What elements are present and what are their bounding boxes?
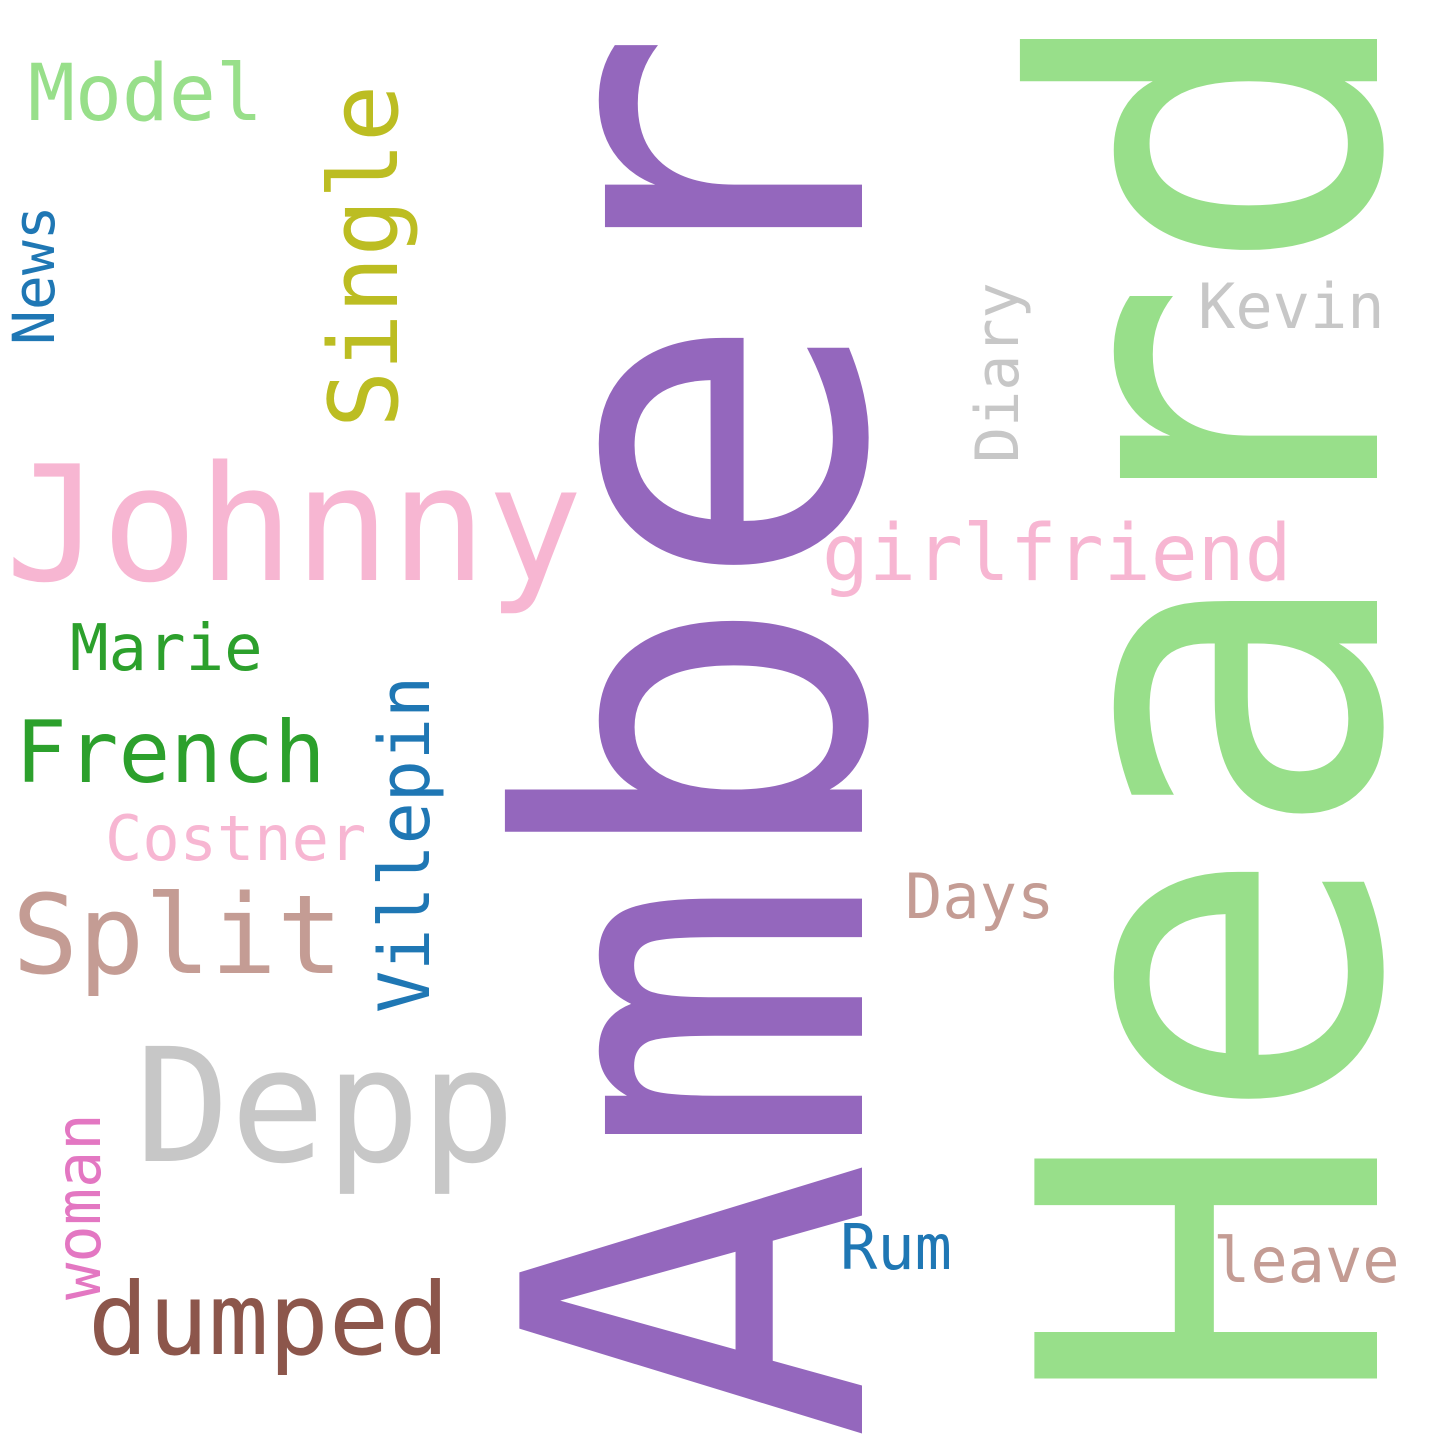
word-depp: Depp: [135, 1015, 516, 1199]
word-leave: leave: [1213, 1224, 1400, 1297]
word-split: Split: [12, 871, 344, 999]
word-kevin: Kevin: [1198, 270, 1385, 343]
word-single: Single: [310, 84, 420, 428]
word-diary: Diary: [963, 282, 1033, 463]
word-marie: Marie: [70, 612, 263, 686]
word-johnny: Johnny: [5, 431, 583, 618]
word-model: Model: [28, 49, 263, 139]
word-dumped: dumped: [88, 1261, 450, 1378]
word-news: News: [0, 205, 68, 345]
word-costner: Costner: [105, 802, 367, 875]
word-girlfriend: girlfriend: [822, 509, 1292, 599]
word-villepin: Villepin: [364, 675, 446, 1013]
word-days: Days: [905, 860, 1055, 933]
word-french: French: [15, 703, 326, 803]
word-rum: Rum: [840, 1211, 952, 1284]
word-heard: Heard: [941, 0, 1440, 1410]
word-woman: woman: [42, 1113, 115, 1300]
